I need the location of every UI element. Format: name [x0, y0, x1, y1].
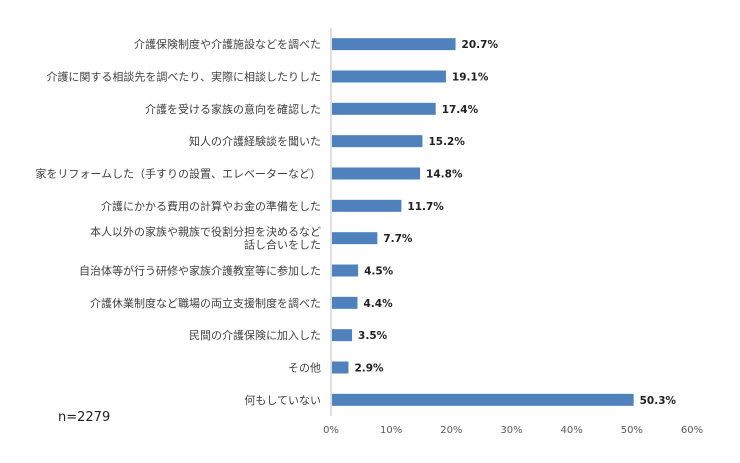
x-tick-label-0: 0% [323, 425, 339, 436]
x-tick-labels: 0% 10% 20% 30% 40% 50% 60% [323, 425, 703, 436]
value-label-7: 4.5% [364, 266, 394, 278]
value-label-11: 50.3% [640, 395, 677, 407]
category-label-2: 介護を受ける家族の意向を確認した [145, 102, 321, 116]
value-label-6: 7.7% [383, 233, 413, 245]
value-label-2: 17.4% [442, 104, 479, 116]
bar-5 [332, 199, 402, 212]
category-label-1: 介護に関する相談先を調べたり、実際に相談したりした [46, 70, 321, 84]
value-label-3: 15.2% [428, 136, 465, 148]
value-label-8: 4.4% [363, 298, 393, 310]
x-tick-label-4: 40% [561, 425, 583, 436]
x-tick-label-5: 50% [621, 425, 643, 436]
value-label-0: 20.7% [462, 39, 499, 51]
bar-6 [332, 232, 378, 245]
bar-4 [332, 167, 421, 180]
bar-0 [332, 38, 456, 51]
value-label-5: 11.7% [407, 201, 444, 213]
value-label-1: 19.1% [452, 72, 489, 84]
value-label-4: 14.8% [426, 169, 463, 181]
bar-2 [332, 102, 436, 115]
bar-10 [332, 361, 349, 374]
category-label-9: 民間の介護保険に加入した [189, 328, 321, 342]
x-tick-label-6: 60% [681, 425, 703, 436]
sample-size-note: n=2279 [58, 410, 111, 425]
value-labels: 20.7% 19.1% 17.4% 15.2% 14.8% 11.7% 7.7% 4.5% 4.… [354, 39, 676, 407]
value-label-10: 2.9% [354, 363, 384, 375]
x-tick-label-1: 10% [380, 425, 402, 436]
category-label-3: 知人の介護経験談を聞いた [189, 134, 321, 148]
bar-11 [332, 393, 634, 406]
category-label-5: 介護にかかる費用の計算やお金の準備をした [101, 199, 321, 213]
category-label-11: 何もしていない [244, 394, 321, 407]
category-label-6: 本人以外の家族や親族で役割分担を決めるなど話し合いをした [90, 225, 321, 252]
bar-7 [332, 264, 359, 277]
category-labels: 介護保険制度や介護施設などを調べた介護に関する相談先を調べたり、実際に相談したり… [35, 37, 321, 407]
bar-8 [332, 296, 358, 309]
category-label-0: 介護保険制度や介護施設などを調べた [134, 37, 321, 51]
bar-9 [332, 329, 353, 342]
category-label-10: その他 [288, 362, 321, 375]
x-tick-label-3: 30% [500, 425, 522, 436]
category-label-4: 家をリフォームした（手すりの設置、エレベーターなど） [35, 167, 321, 181]
category-label-7: 自治体等が行う研修や家族介護教室等に参加した [79, 264, 321, 278]
bar-3 [332, 135, 423, 148]
bar-1 [332, 70, 446, 83]
bars [332, 38, 634, 406]
category-label-8: 介護休業制度など職場の両立支援制度を調べた [90, 296, 321, 310]
value-label-9: 3.5% [358, 330, 388, 342]
x-tick-label-2: 20% [440, 425, 462, 436]
